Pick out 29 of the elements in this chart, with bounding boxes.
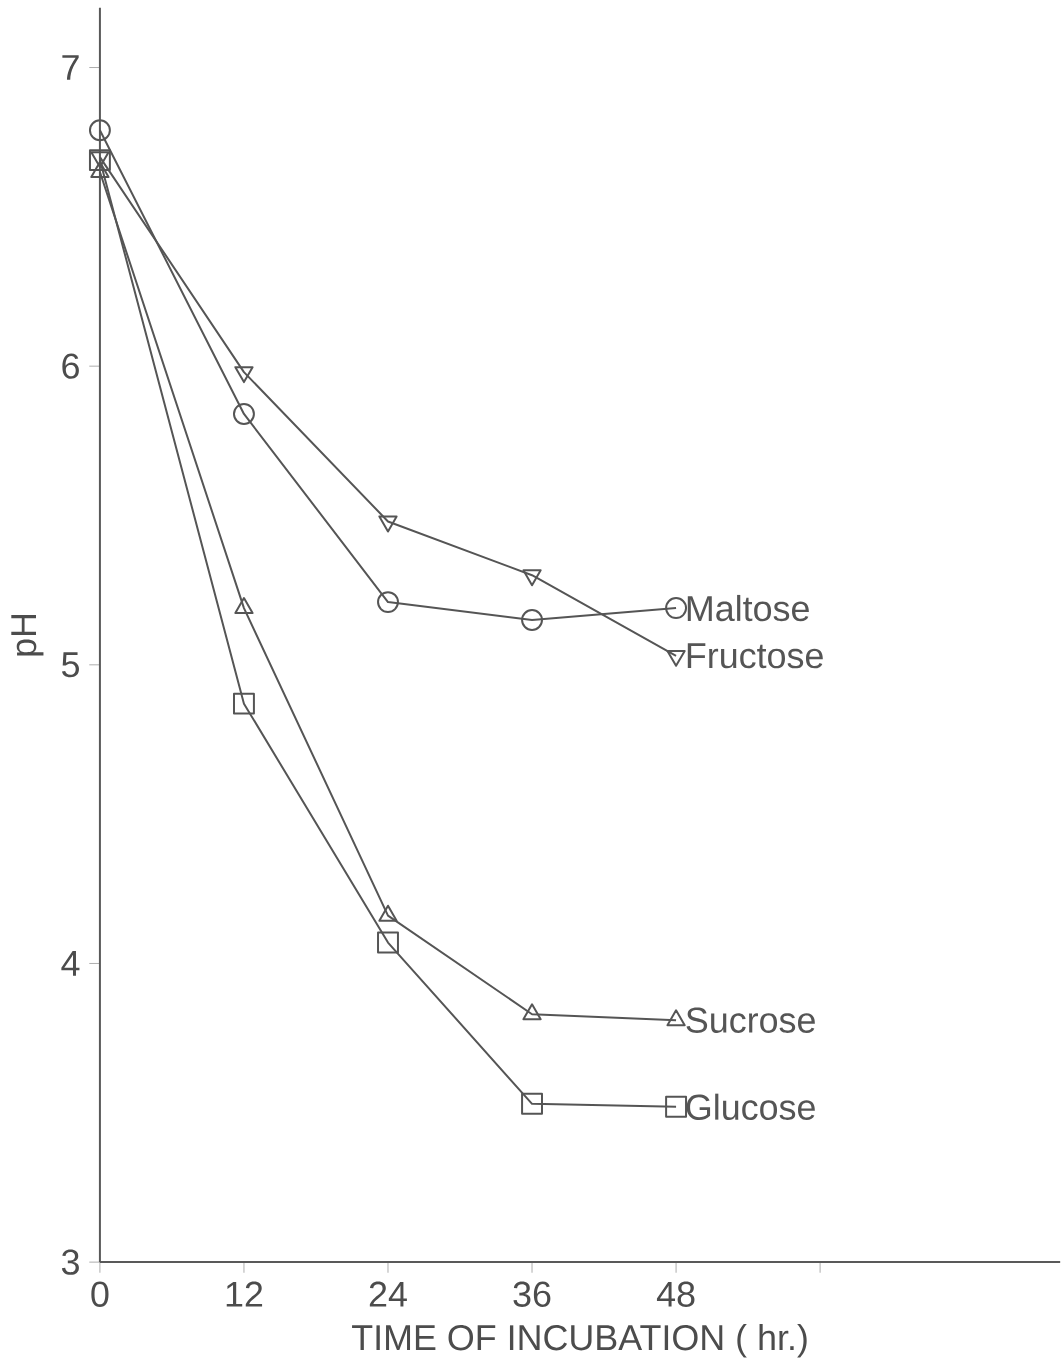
point	[232, 692, 255, 715]
series-label: Sucrose	[686, 1007, 815, 1033]
series-label: Fructose	[687, 643, 823, 669]
point	[377, 591, 399, 614]
y-tick-label: 3	[61, 1249, 79, 1275]
point	[666, 1009, 686, 1027]
y-tick-label: 7	[62, 55, 79, 80]
x-tick-label: 48	[656, 1281, 695, 1307]
point	[378, 904, 398, 922]
series-label: Glucose	[686, 1093, 815, 1120]
y-tick-label: 5	[61, 652, 79, 678]
x-axis-title: TIME OF INCUBATION ( hr.)	[352, 1324, 807, 1358]
point	[521, 609, 543, 631]
point	[521, 1092, 543, 1115]
x-tick-label: 0	[91, 1281, 109, 1307]
x-tick-label: 24	[369, 1281, 407, 1307]
point	[665, 597, 688, 620]
y-tick-label: 6	[62, 353, 79, 379]
point	[522, 1003, 542, 1021]
point	[377, 931, 399, 954]
point	[234, 597, 254, 615]
point	[232, 402, 255, 425]
y-tick-label: 4	[61, 951, 80, 976]
point	[665, 1095, 688, 1118]
y-axis-title: pH	[11, 614, 44, 656]
x-tick-label: 12	[226, 1281, 263, 1307]
x-tick-label: 36	[513, 1281, 551, 1307]
series-label: Maltose	[687, 594, 809, 622]
point	[88, 119, 111, 142]
